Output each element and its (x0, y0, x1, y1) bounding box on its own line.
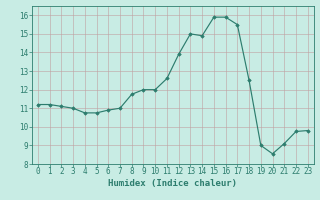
X-axis label: Humidex (Indice chaleur): Humidex (Indice chaleur) (108, 179, 237, 188)
